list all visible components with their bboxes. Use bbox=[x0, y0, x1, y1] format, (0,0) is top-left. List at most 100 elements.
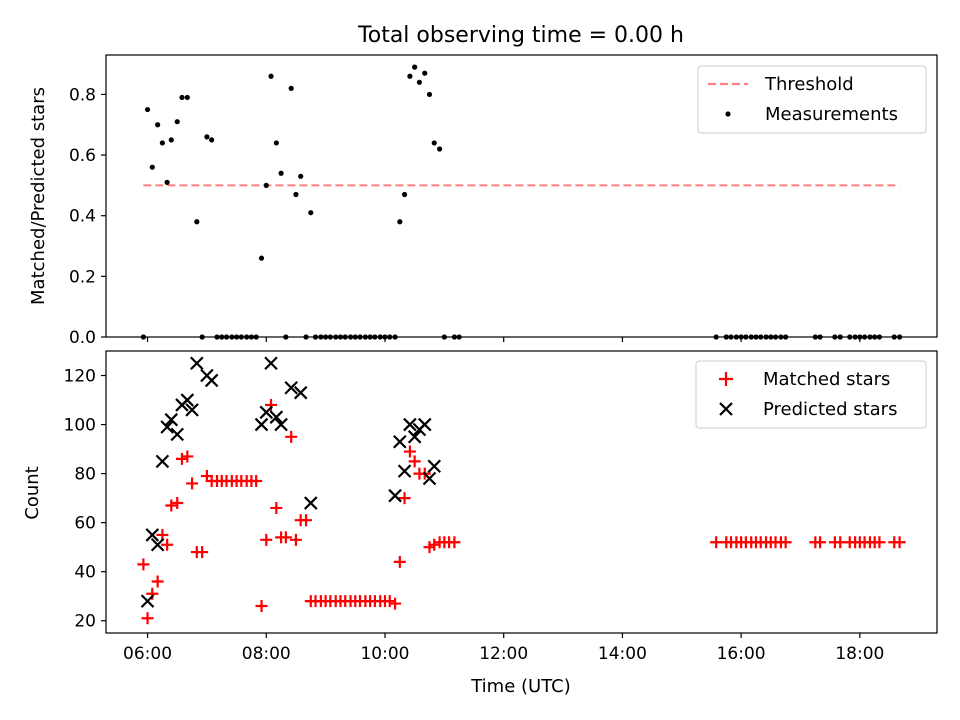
matched-stars-point bbox=[181, 450, 194, 463]
matched-stars-point bbox=[279, 531, 292, 544]
y-tick-label: 80 bbox=[74, 465, 96, 485]
matched-stars-point bbox=[161, 538, 174, 551]
predicted-stars-point bbox=[145, 528, 160, 542]
matched-stars-point bbox=[146, 587, 159, 600]
measurements-point bbox=[179, 94, 185, 101]
legend-label-measurements: Measurements bbox=[765, 104, 898, 125]
matched-stars-point bbox=[428, 538, 441, 551]
matched-stars-point bbox=[408, 455, 421, 468]
x-tick-label: 18:00 bbox=[835, 644, 884, 664]
predicted-stars-legend-swatch bbox=[719, 402, 733, 416]
matched-stars-point bbox=[289, 533, 302, 546]
y-tick-label: 0.0 bbox=[69, 328, 96, 348]
predicted-stars-point bbox=[284, 381, 298, 395]
top-legend: Threshold Measurements bbox=[697, 65, 927, 134]
legend-label-predicted-stars: Predicted stars bbox=[763, 399, 897, 420]
predicted-stars-point bbox=[388, 488, 402, 503]
predicted-stars-point bbox=[155, 454, 170, 469]
predicted-stars-point bbox=[170, 427, 185, 442]
predicted-stars-point bbox=[264, 356, 278, 371]
bottom-x-ticks: 06:00 08:00 10:00 12:00 14:00 16:00 18:00 bbox=[123, 633, 884, 664]
matched-stars-point bbox=[250, 474, 263, 487]
legend-label-threshold: Threshold bbox=[764, 74, 854, 95]
measurements-point bbox=[209, 137, 215, 143]
measurements-point bbox=[258, 255, 265, 261]
measurements-point bbox=[288, 85, 294, 91]
matched-stars-point bbox=[260, 533, 273, 546]
measurements-point bbox=[298, 173, 304, 179]
bottom-axes-frame bbox=[105, 350, 938, 634]
top-x-ticks bbox=[146, 337, 861, 342]
y-tick-label: 60 bbox=[74, 514, 96, 534]
measurements-point bbox=[184, 94, 190, 101]
matched-stars-point bbox=[270, 501, 283, 514]
y-tick-label: 0.8 bbox=[69, 85, 96, 105]
matched-stars-point bbox=[186, 477, 199, 490]
matched-stars-point bbox=[710, 536, 723, 549]
predicted-stars-point bbox=[254, 417, 269, 432]
bottom-y-axis-label: Count bbox=[22, 466, 43, 519]
matched-stars-legend-swatch bbox=[719, 372, 733, 386]
measurements-point bbox=[159, 140, 165, 146]
predicted-stars-point bbox=[150, 537, 165, 552]
measurements-point bbox=[204, 134, 210, 140]
top-legend-box bbox=[697, 65, 927, 134]
measurements-point bbox=[263, 182, 269, 188]
top-y-axis-label: Matched/Predicted stars bbox=[28, 87, 49, 305]
matched-stars-point bbox=[300, 514, 313, 527]
x-tick-label: 08:00 bbox=[242, 644, 291, 664]
matched-stars-point bbox=[389, 597, 402, 610]
measurements-point bbox=[407, 73, 413, 79]
measurements-legend-swatch bbox=[725, 111, 731, 117]
matched-stars-point bbox=[779, 536, 792, 549]
matched-stars-point bbox=[175, 452, 188, 465]
measurements-point bbox=[164, 179, 170, 185]
measurements-point bbox=[174, 119, 180, 125]
measurements-point bbox=[194, 219, 200, 225]
matched-stars-point bbox=[141, 612, 154, 625]
chart-title: Total observing time = 0.00 h bbox=[357, 23, 684, 48]
measurements-point bbox=[273, 140, 279, 146]
top-panel: 0.00.20.40.60.8 Matched/Predicted stars … bbox=[28, 54, 938, 348]
y-tick-label: 40 bbox=[74, 563, 96, 583]
measurements-point bbox=[149, 164, 155, 170]
predicted-stars-point bbox=[274, 417, 288, 432]
bottom-plot-marks bbox=[137, 356, 906, 625]
predicted-stars-point bbox=[190, 356, 204, 371]
measurements-point bbox=[144, 106, 151, 113]
x-tick-label: 10:00 bbox=[360, 644, 409, 664]
predicted-stars-point bbox=[427, 459, 442, 474]
predicted-stars-point bbox=[164, 412, 179, 427]
measurements-point bbox=[268, 73, 274, 79]
measurements-point bbox=[168, 137, 174, 143]
predicted-stars-point bbox=[160, 420, 174, 434]
measurements-point bbox=[293, 191, 299, 198]
matched-stars-point bbox=[893, 536, 906, 549]
y-tick-label: 100 bbox=[64, 416, 96, 436]
y-tick-label: 0.6 bbox=[69, 146, 96, 166]
x-tick-label: 06:00 bbox=[123, 644, 172, 664]
measurements-point bbox=[436, 146, 443, 152]
predicted-stars-point bbox=[304, 496, 318, 510]
measurements-point bbox=[416, 79, 423, 85]
y-tick-label: 0.4 bbox=[69, 207, 96, 227]
measurements-point bbox=[431, 140, 437, 146]
top-y-ticks: 0.0 0.2 0.4 0.6 0.8 bbox=[69, 85, 106, 348]
measurements-point bbox=[397, 219, 403, 225]
bottom-legend-box bbox=[695, 360, 927, 429]
y-tick-label: 120 bbox=[64, 367, 96, 387]
top-axes-frame bbox=[105, 54, 938, 338]
measurements-point bbox=[308, 210, 314, 216]
measurements-point bbox=[422, 70, 428, 76]
matched-stars-point bbox=[171, 497, 184, 510]
measurements-point bbox=[278, 170, 284, 176]
matched-stars-point bbox=[196, 546, 209, 559]
predicted-stars-point bbox=[407, 430, 422, 444]
bottom-panel: 20 40 60 80 100 120 06:00 08:00 10:00 12:00 14:00… bbox=[22, 350, 938, 697]
x-axis-label: Time (UTC) bbox=[470, 676, 571, 697]
matched-stars-point bbox=[873, 536, 886, 549]
matched-stars-point bbox=[814, 536, 827, 549]
predicted-stars-point bbox=[417, 417, 432, 432]
predicted-stars-point bbox=[269, 410, 284, 424]
